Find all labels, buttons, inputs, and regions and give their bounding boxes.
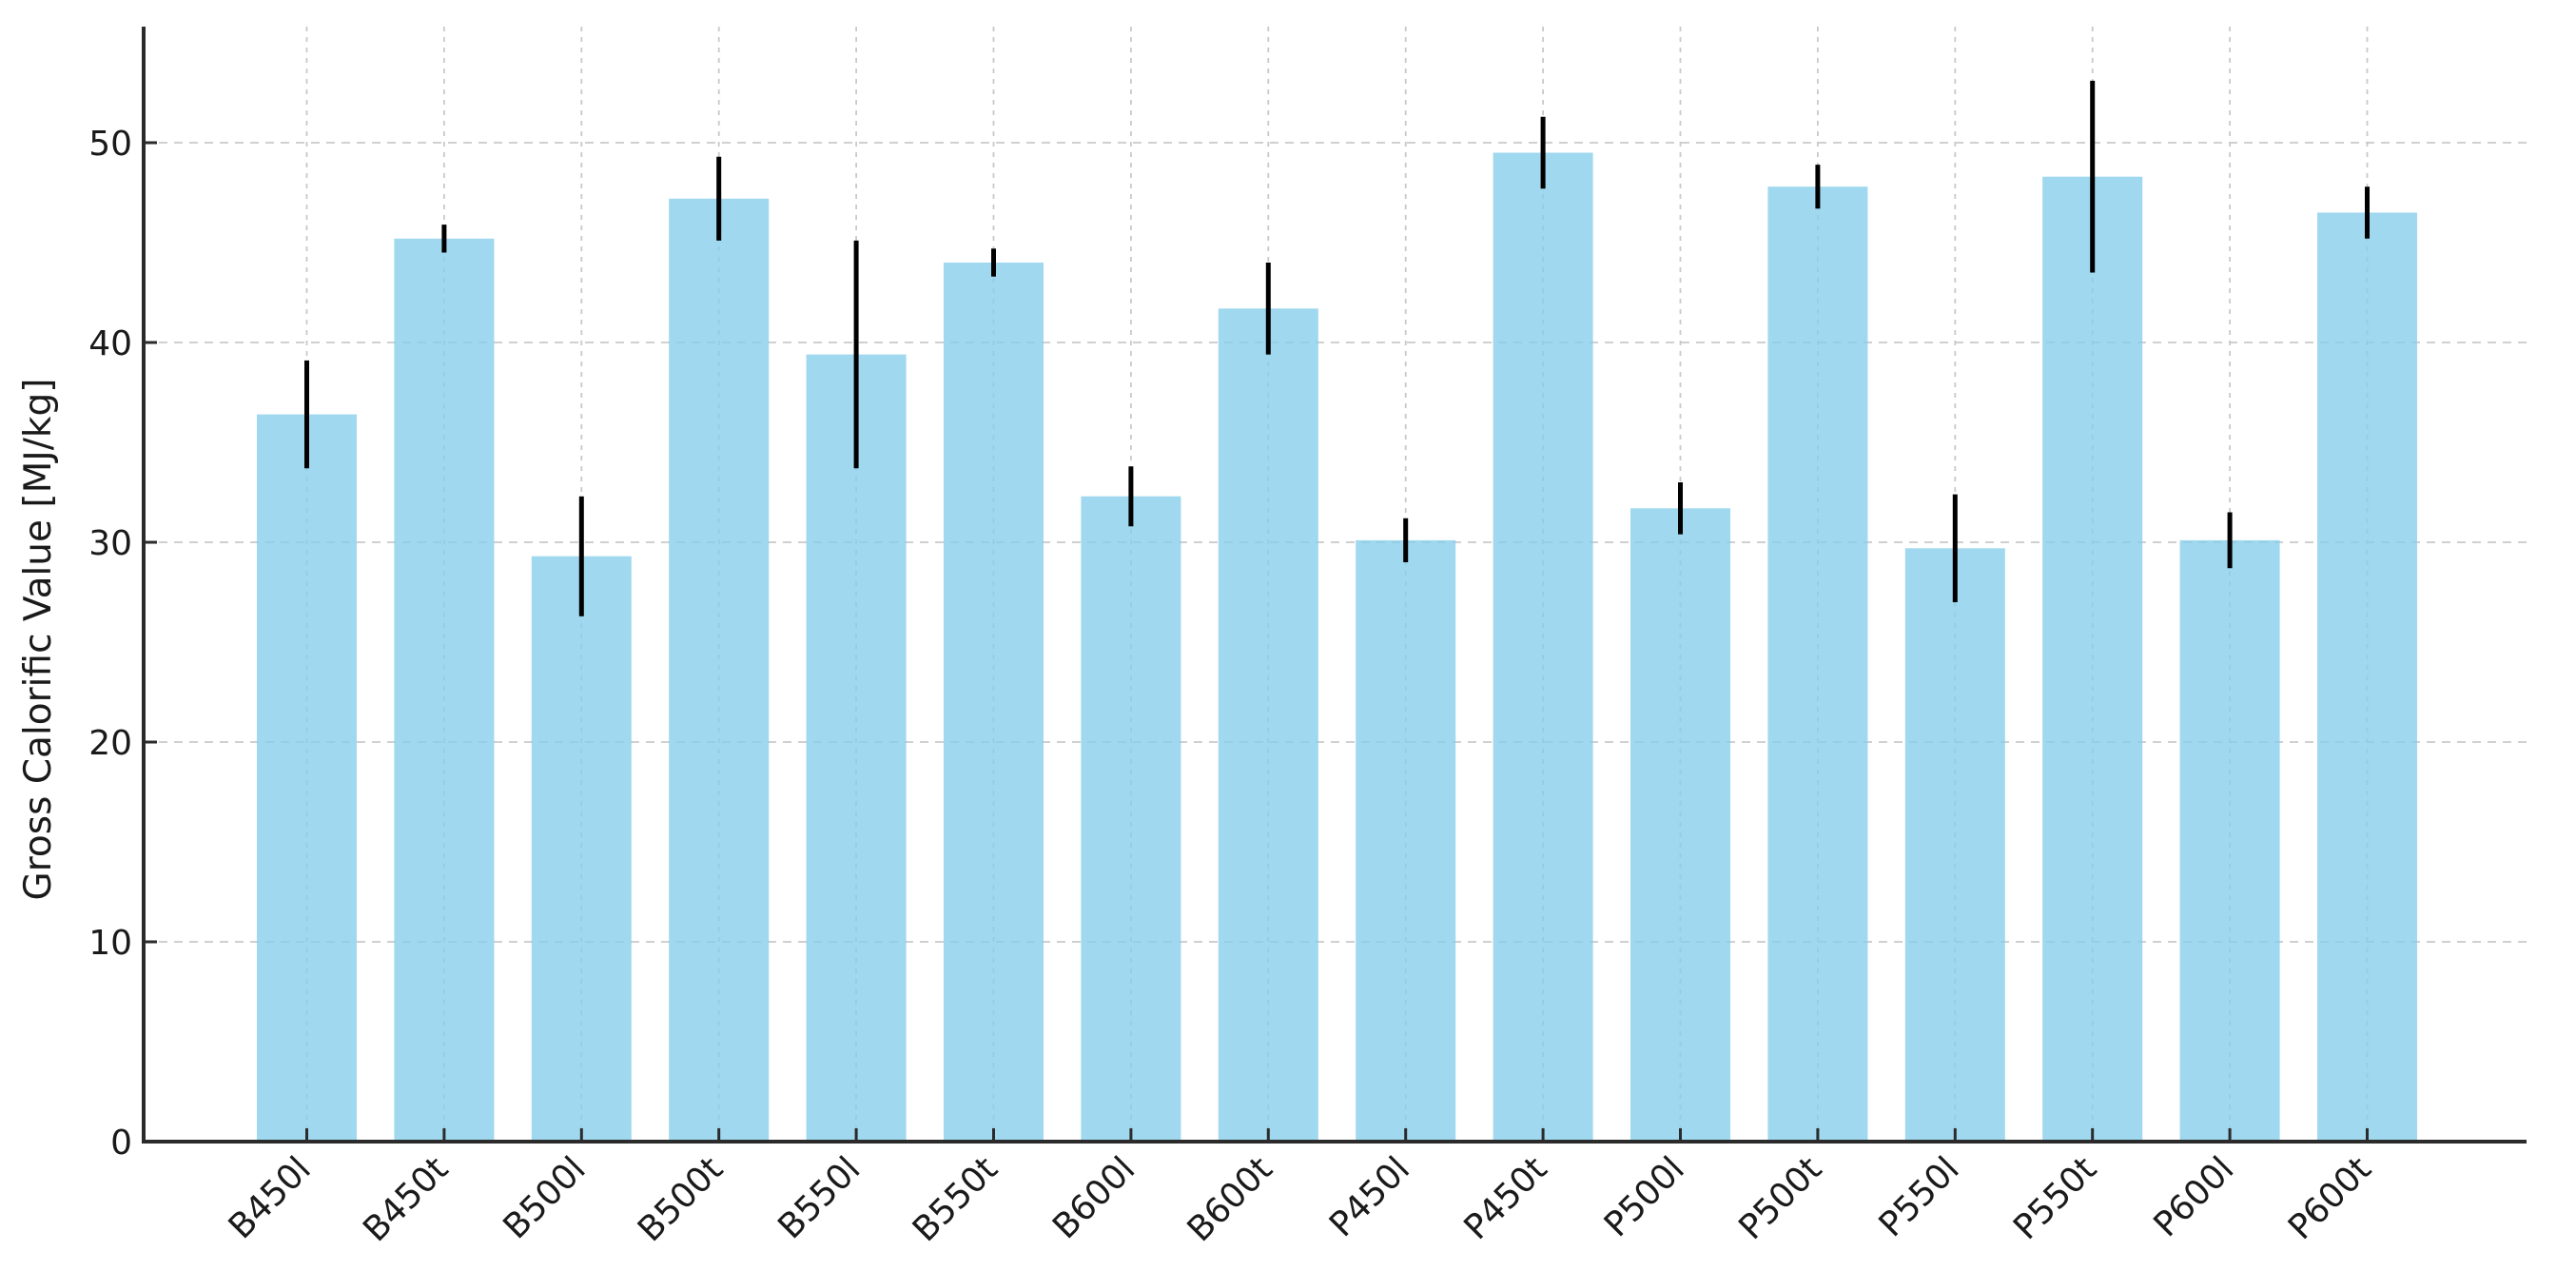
x-tick-label: B600l bbox=[1045, 1149, 1142, 1246]
x-tick-label: B550l bbox=[771, 1149, 868, 1246]
x-tick-label: P500l bbox=[1597, 1149, 1692, 1244]
bar-B450l bbox=[257, 414, 357, 1143]
bar-P500t bbox=[1767, 186, 1868, 1142]
y-tick-label: 10 bbox=[88, 924, 132, 963]
x-tick-label: B600t bbox=[1181, 1149, 1280, 1249]
y-tick-label: 40 bbox=[88, 324, 132, 363]
x-tick-label: P500t bbox=[1731, 1149, 1829, 1247]
x-tick-label: B550t bbox=[906, 1149, 1005, 1249]
bar-P600t bbox=[2317, 212, 2417, 1142]
y-tick-label: 20 bbox=[88, 724, 132, 763]
x-tick-label: B500l bbox=[497, 1149, 594, 1246]
bar-P550l bbox=[1904, 548, 2005, 1142]
axis-layer bbox=[142, 27, 2527, 1144]
x-tick-label: B450l bbox=[222, 1149, 319, 1246]
bar-P450l bbox=[1356, 539, 1456, 1142]
x-tick-label: P450l bbox=[1322, 1149, 1417, 1244]
x-tick-label: P600l bbox=[2146, 1149, 2241, 1244]
x-tick-label: P550t bbox=[2006, 1149, 2104, 1247]
x-tick-label: P600t bbox=[2281, 1149, 2379, 1247]
bar-P600l bbox=[2179, 539, 2280, 1142]
bar-B500t bbox=[669, 198, 770, 1143]
y-axis-title: Gross Calorific Value [MJ/kg] bbox=[17, 379, 60, 901]
bar-B450t bbox=[394, 238, 495, 1143]
bar-B550l bbox=[806, 354, 907, 1143]
x-tick-label: P450t bbox=[1457, 1149, 1555, 1247]
bar-B500l bbox=[531, 556, 632, 1142]
bar-B600l bbox=[1081, 496, 1181, 1142]
error-bar-layer bbox=[304, 80, 2370, 616]
bar-layer bbox=[257, 152, 2417, 1143]
bar-B600t bbox=[1218, 308, 1318, 1142]
grid-layer bbox=[144, 27, 2527, 1142]
bar-P500l bbox=[1630, 508, 1730, 1142]
y-tick-label: 50 bbox=[88, 125, 132, 164]
y-tick-label: 30 bbox=[88, 524, 132, 563]
y-tick-label: 0 bbox=[110, 1124, 132, 1163]
x-tick-label: B450t bbox=[356, 1149, 456, 1249]
bar-P450t bbox=[1493, 152, 1593, 1142]
x-tick-label: B500t bbox=[631, 1149, 731, 1249]
bar-B550t bbox=[944, 263, 1044, 1142]
bar-P550t bbox=[2042, 176, 2143, 1142]
x-tick-label: P550l bbox=[1872, 1149, 1967, 1244]
